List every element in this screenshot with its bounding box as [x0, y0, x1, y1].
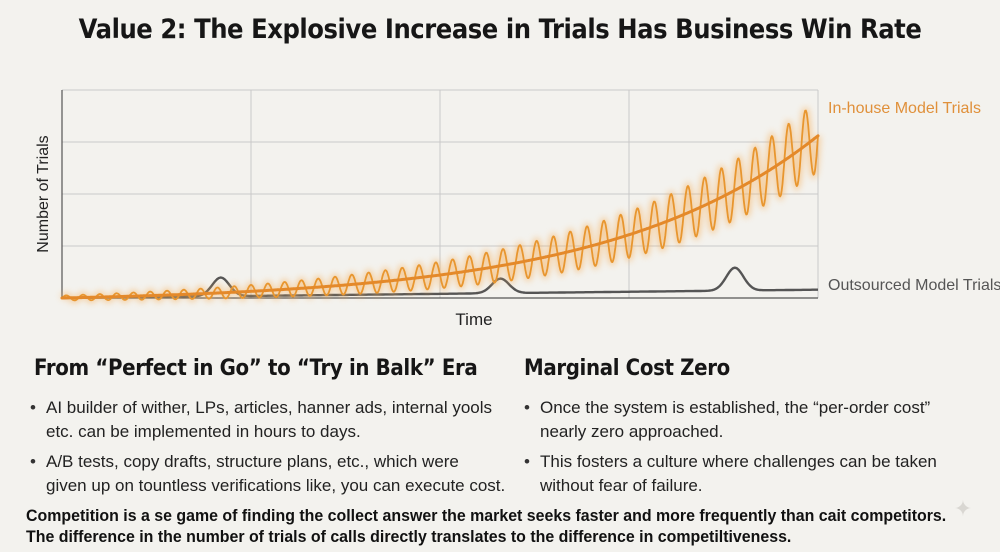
series-label-in-house: In-house Model Trials — [828, 100, 981, 117]
sparkle-icon: ✦ — [953, 496, 973, 521]
left-bullet-list: AI builder of wither, LPs, articles, han… — [30, 396, 510, 504]
footer-line: The difference in the number of trials o… — [26, 528, 792, 546]
footer-line: Competition is a se game of finding the … — [26, 507, 947, 525]
list-item: A/B tests, copy drafts, structure plans,… — [30, 450, 510, 498]
bullet-line: Once the system is established, the “per… — [540, 398, 931, 417]
chart-series — [60, 106, 821, 304]
list-item: This fosters a culture where challenges … — [524, 450, 974, 498]
bullet-line: nearly zero approached. — [540, 422, 724, 441]
in-house-trials-trend-line — [60, 134, 820, 300]
y-axis-label: Number of Trials — [35, 135, 52, 252]
series-label-outsourced: Outsourced Model Trials — [828, 277, 1000, 294]
bullet-line: This fosters a culture where challenges … — [540, 452, 937, 471]
right-section-title: Marginal Cost Zero — [524, 356, 730, 381]
footer-note: Competition is a se game of finding the … — [26, 506, 947, 548]
bullet-line: AI builder of wither, LPs, articles, han… — [46, 398, 493, 417]
bullet-line: given up on tountless verifications like… — [46, 476, 506, 495]
trials-chart: Time Number of Trials In-house Model Tri… — [35, 89, 1000, 329]
right-bullet-list: Once the system is established, the “per… — [524, 396, 974, 504]
list-item: AI builder of wither, LPs, articles, han… — [30, 396, 510, 444]
bullet-line: without fear of failure. — [540, 476, 703, 495]
list-item: Once the system is established, the “per… — [524, 396, 974, 444]
bullet-line: A/B tests, copy drafts, structure plans,… — [46, 452, 459, 471]
left-section-title: From “Perfect in Go” to “Try in Balk” Er… — [34, 356, 478, 381]
x-axis-label: Time — [455, 310, 492, 329]
page-title: Value 2: The Explosive Increase in Trial… — [78, 14, 922, 45]
bullet-line: etc. can be implemented in hours to days… — [46, 422, 361, 441]
chart-grid — [62, 89, 819, 298]
